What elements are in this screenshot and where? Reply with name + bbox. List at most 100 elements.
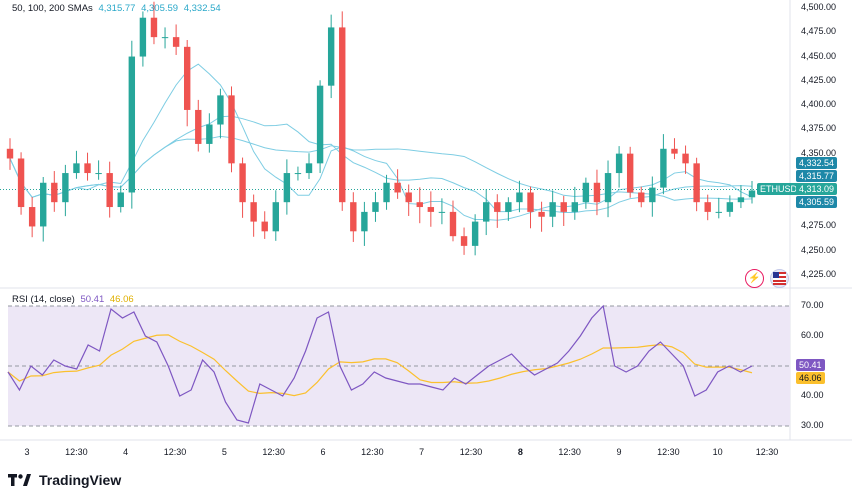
candle-body <box>272 202 279 232</box>
candle-body <box>250 202 257 222</box>
candle-body <box>560 202 567 212</box>
price-tick-label: 4,350.00 <box>801 147 837 158</box>
candle-body <box>726 202 734 212</box>
candle-body <box>172 37 180 47</box>
candle-body <box>17 158 25 208</box>
sma50-badge: 4,315.77 <box>796 170 838 182</box>
rsi-value: 50.41 <box>80 294 105 305</box>
time-tick-label: 12:30 <box>657 447 680 457</box>
time-tick-label: 9 <box>616 447 622 457</box>
candle-body <box>283 173 291 203</box>
candle-body <box>604 173 612 203</box>
candle-body <box>372 202 379 212</box>
candle-body <box>660 148 667 188</box>
rsi-badge: 50.41 <box>796 359 825 371</box>
time-tick-label: 8 <box>517 447 523 457</box>
candle-body <box>305 163 313 174</box>
candle-body <box>715 211 722 213</box>
time-tick-label: 4 <box>123 447 129 457</box>
candle-body <box>516 192 523 203</box>
time-tick-label: 12:30 <box>163 447 187 457</box>
candle-body <box>6 148 14 159</box>
candle-body <box>549 202 556 217</box>
time-tick-label: 12:30 <box>65 447 88 457</box>
tradingview-logo[interactable]: TradingView <box>8 472 121 488</box>
rsi-legend[interactable]: RSI (14, close) 50.41 46.06 <box>12 294 134 305</box>
candle-body <box>84 163 91 174</box>
sma100-badge: 4,305.59 <box>796 196 838 208</box>
rsi-tick-label: 40.00 <box>801 390 824 400</box>
lightning-icon[interactable]: ⚡ <box>745 269 764 288</box>
candle-body <box>28 207 36 227</box>
time-tick-label: 12:30 <box>755 447 779 457</box>
price-tick-label: 4,400.00 <box>801 99 837 110</box>
candle-body <box>117 192 124 208</box>
candle-body <box>150 17 158 38</box>
sma200-value: 4,332.54 <box>183 3 221 14</box>
candle-body <box>51 182 58 203</box>
candle-body <box>161 37 169 39</box>
candle-body <box>350 202 357 232</box>
time-tick-label: 6 <box>320 447 326 457</box>
candle-body <box>682 153 689 164</box>
price-tick-label: 4,425.00 <box>801 74 837 85</box>
tradingview-logo-icon <box>8 474 31 486</box>
candle-body <box>361 211 368 232</box>
candle-body <box>615 153 623 174</box>
sma100-value: 4,305.59 <box>141 3 179 14</box>
candle-body <box>449 211 457 237</box>
candle-body <box>40 182 47 227</box>
chart-icons: ⚡ <box>745 269 789 288</box>
candle-body <box>206 124 213 144</box>
rsi-tick-label: 60.00 <box>801 330 824 340</box>
time-tick-label: 12:30 <box>262 447 285 457</box>
candle-body <box>239 163 246 203</box>
candle-body <box>693 163 700 203</box>
candle-body <box>483 202 490 222</box>
last-price-badge: 4,313.09 <box>796 183 838 195</box>
candle-body <box>316 85 324 164</box>
time-tick-label: 12:30 <box>361 447 384 457</box>
candle-body <box>494 202 501 212</box>
candle-body <box>383 182 390 203</box>
sma-legend[interactable]: 50, 100, 200 SMAs 4,315.77 4,305.59 4,33… <box>12 3 221 14</box>
candle-body <box>460 236 468 246</box>
time-tick-label: 12:30 <box>558 447 581 457</box>
rsi-tick-label: 30.00 <box>801 420 824 430</box>
candle-body <box>416 202 423 208</box>
sma-legend-title: 50, 100, 200 SMAs <box>12 3 93 14</box>
price-tick-label: 4,225.00 <box>801 269 837 279</box>
sma200-badge: 4,332.54 <box>796 157 838 169</box>
candle-body <box>527 192 534 212</box>
candle-body <box>593 182 601 203</box>
candle-body <box>73 163 80 174</box>
candle-body <box>704 202 711 212</box>
time-tick-label: 10 <box>712 447 723 457</box>
candle-body <box>737 197 745 203</box>
candle-body <box>294 173 302 175</box>
sma50-value: 4,315.77 <box>98 3 136 14</box>
candle-body <box>405 192 412 203</box>
candle-body <box>139 17 147 57</box>
candle-body <box>195 109 202 144</box>
candle-body <box>228 95 235 164</box>
candle-body <box>505 202 512 212</box>
brand-name: TradingView <box>39 472 122 488</box>
candle-body <box>327 27 335 86</box>
candle-body <box>261 221 268 232</box>
rsi-line <box>7 304 753 424</box>
candle-body <box>571 202 579 212</box>
time-tick-label: 5 <box>221 447 227 457</box>
rsi-tick-label: 70.00 <box>801 300 824 310</box>
candle-body <box>582 182 590 203</box>
us-flag-icon[interactable] <box>770 269 789 288</box>
rsi-ma-line <box>7 334 753 397</box>
rsi-ma-badge: 46.06 <box>796 372 825 384</box>
time-tick-label: 12:30 <box>459 447 483 457</box>
candle-body <box>128 56 136 193</box>
rsi-band <box>8 306 790 426</box>
rsi-legend-title: RSI (14, close) <box>12 294 75 305</box>
candle-body <box>649 187 656 203</box>
